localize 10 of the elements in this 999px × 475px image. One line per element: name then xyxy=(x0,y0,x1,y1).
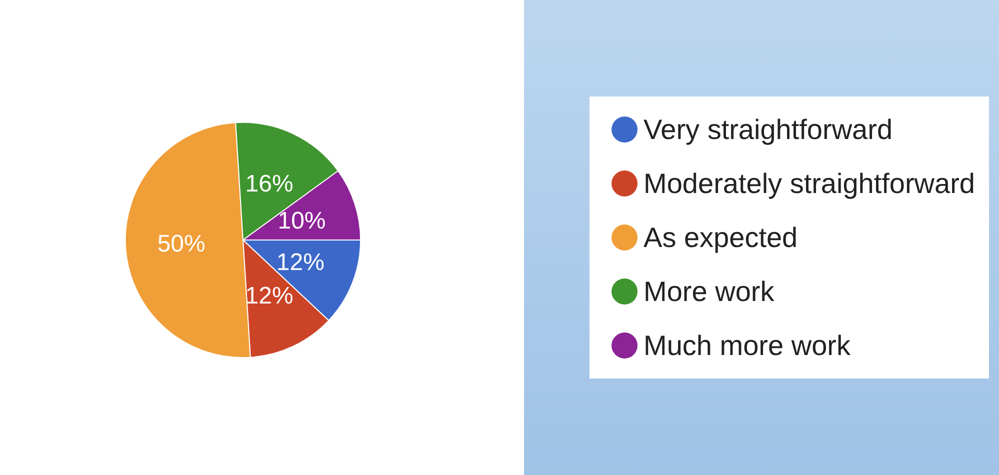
legend-label: Much more work xyxy=(644,330,852,361)
data-label: 12% xyxy=(245,282,294,310)
legend-label: Very straightforward xyxy=(644,114,893,145)
data-label: 12% xyxy=(276,249,324,276)
data-label: 10% xyxy=(278,207,326,234)
legend-label: As expected xyxy=(644,222,798,253)
data-label: 16% xyxy=(245,170,294,198)
legend-label: More work xyxy=(644,276,776,307)
data-label: 50% xyxy=(157,230,206,258)
legend-label: Moderately straightforward xyxy=(644,168,976,199)
